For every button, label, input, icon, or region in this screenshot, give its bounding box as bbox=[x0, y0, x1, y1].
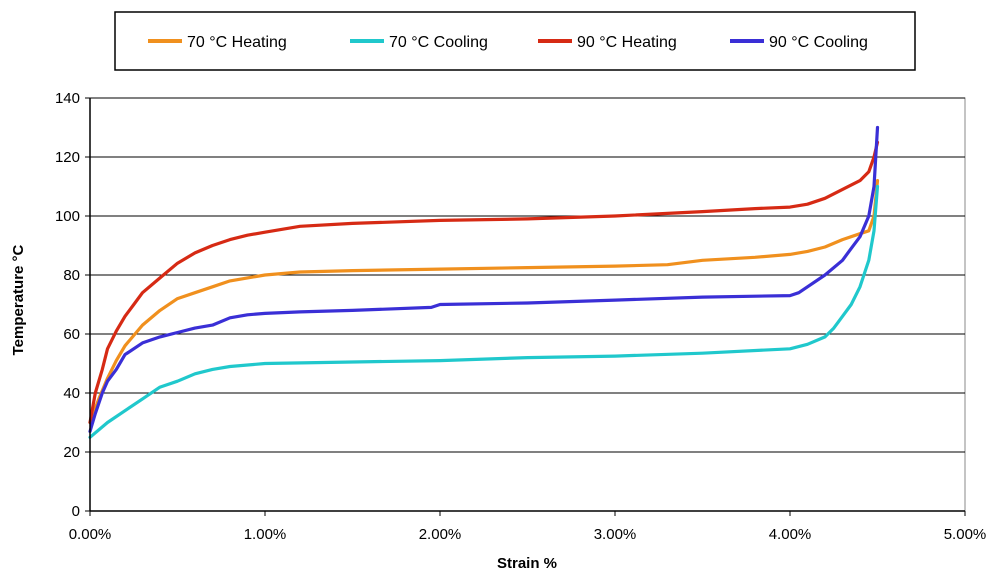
legend-item: 70 °C Heating bbox=[148, 34, 287, 51]
x-axis-title: Strain % bbox=[497, 555, 557, 572]
legend-item: 90 °C Cooling bbox=[730, 34, 868, 51]
legend-box bbox=[114, 11, 916, 71]
series-line bbox=[88, 179, 880, 425]
legend-item: 90 °C Heating bbox=[538, 34, 677, 51]
y-tick-label: 80 bbox=[63, 267, 80, 284]
legend-label: 90 °C Heating bbox=[577, 34, 677, 51]
x-tick-label: 0.00% bbox=[69, 526, 112, 543]
legend: 70 °C Heating 70 °C Cooling 90 °C Heatin… bbox=[114, 11, 916, 71]
y-axis-title: Temperature °C bbox=[10, 244, 27, 355]
legend-label: 70 °C Heating bbox=[187, 34, 287, 51]
y-tick-label: 0 bbox=[72, 503, 80, 520]
y-tick-label: 120 bbox=[55, 149, 80, 166]
y-tick-label: 20 bbox=[63, 444, 80, 461]
legend-label: 90 °C Cooling bbox=[769, 34, 868, 51]
y-tick-label: 140 bbox=[55, 90, 80, 107]
x-tick-label: 5.00% bbox=[944, 526, 987, 543]
series-line bbox=[88, 140, 880, 425]
series-lines bbox=[88, 125, 880, 439]
x-tick-label: 2.00% bbox=[419, 526, 462, 543]
x-tick-label: 1.00% bbox=[244, 526, 287, 543]
series-line bbox=[88, 125, 880, 433]
y-tick-label: 40 bbox=[63, 385, 80, 402]
legend-item: 70 °C Cooling bbox=[350, 34, 488, 51]
series-line bbox=[88, 184, 880, 439]
x-tick-label: 4.00% bbox=[769, 526, 812, 543]
y-axis-ticks: 0 20 40 60 80 100 120 140 bbox=[55, 90, 90, 520]
y-tick-label: 100 bbox=[55, 208, 80, 225]
x-tick-label: 3.00% bbox=[594, 526, 637, 543]
legend-label: 70 °C Cooling bbox=[389, 34, 488, 51]
gridlines bbox=[90, 97, 965, 453]
x-axis-ticks: 0.00% 1.00% 2.00% 3.00% 4.00% 5.00% bbox=[69, 511, 987, 543]
y-tick-label: 60 bbox=[63, 326, 80, 343]
